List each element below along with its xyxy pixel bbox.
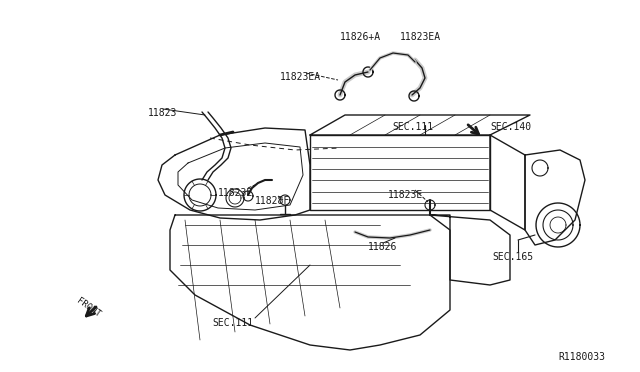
Text: FRONT: FRONT [74,296,102,320]
Text: 11823EA: 11823EA [400,32,441,42]
Text: 11828F: 11828F [255,196,291,206]
Text: R1180033: R1180033 [558,352,605,362]
Text: 11823E: 11823E [218,188,253,198]
Text: SEC.111: SEC.111 [392,122,433,132]
Text: 11826: 11826 [368,242,397,252]
Text: 11823E: 11823E [388,190,423,200]
Text: 11823EA: 11823EA [280,72,321,82]
Text: 11823: 11823 [148,108,177,118]
Text: SEC.111: SEC.111 [212,318,253,328]
Text: SEC.140: SEC.140 [490,122,531,132]
Text: 11826+A: 11826+A [340,32,381,42]
Text: SEC.165: SEC.165 [492,252,533,262]
